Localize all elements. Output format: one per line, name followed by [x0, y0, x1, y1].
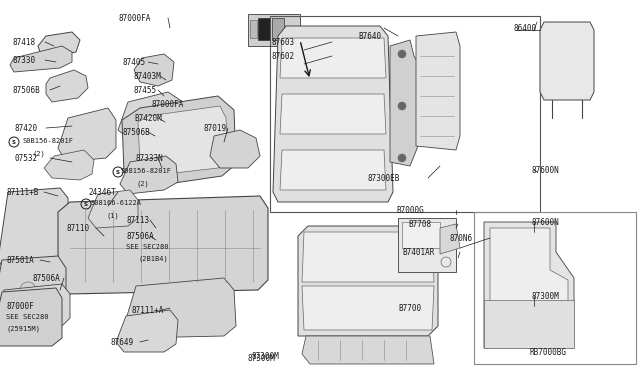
- Text: 87111+B: 87111+B: [6, 188, 38, 197]
- Polygon shape: [124, 278, 236, 338]
- Text: B7420M: B7420M: [134, 114, 162, 123]
- Text: 87603: 87603: [272, 38, 295, 47]
- Text: 87506B: 87506B: [12, 86, 40, 95]
- Text: (2): (2): [136, 180, 148, 186]
- Text: 87506A: 87506A: [126, 232, 154, 241]
- Bar: [258, 18, 270, 40]
- Polygon shape: [122, 96, 236, 188]
- Polygon shape: [10, 46, 72, 72]
- Text: 87420: 87420: [14, 124, 37, 133]
- Text: 87506A: 87506A: [32, 274, 60, 283]
- Polygon shape: [416, 32, 460, 150]
- Text: (25915M): (25915M): [6, 326, 40, 333]
- Text: 87405: 87405: [122, 58, 145, 67]
- Polygon shape: [38, 32, 80, 58]
- Text: 87300EB: 87300EB: [368, 174, 401, 183]
- Text: RB7000BG: RB7000BG: [530, 348, 567, 357]
- Text: S08166-6122A: S08166-6122A: [90, 200, 141, 206]
- Polygon shape: [138, 106, 228, 176]
- Text: 87333N: 87333N: [136, 154, 164, 163]
- Polygon shape: [484, 222, 574, 348]
- Text: 87000FA: 87000FA: [152, 100, 184, 109]
- Text: 07532: 07532: [14, 154, 37, 163]
- Text: 87418: 87418: [12, 38, 35, 47]
- Text: 87649: 87649: [110, 338, 133, 347]
- Text: 87300M: 87300M: [532, 292, 560, 301]
- Text: SEE SEC280: SEE SEC280: [126, 244, 168, 250]
- Circle shape: [398, 50, 406, 58]
- Polygon shape: [0, 284, 70, 328]
- Polygon shape: [120, 156, 178, 194]
- Text: 87600N: 87600N: [532, 166, 560, 175]
- Text: 87000F: 87000F: [6, 302, 34, 311]
- Text: (1): (1): [106, 212, 119, 218]
- Circle shape: [398, 102, 406, 110]
- Text: 87506B: 87506B: [122, 128, 150, 137]
- Bar: [270, 16, 540, 212]
- Polygon shape: [118, 92, 182, 140]
- Text: S: S: [84, 202, 88, 206]
- Text: 87000FA: 87000FA: [118, 14, 150, 23]
- Text: 87019: 87019: [204, 124, 227, 133]
- Text: 86400: 86400: [514, 24, 537, 33]
- Text: 87111+A: 87111+A: [132, 306, 164, 315]
- Polygon shape: [302, 286, 434, 330]
- Text: 870N6: 870N6: [450, 234, 473, 243]
- Text: B7000G: B7000G: [396, 206, 424, 215]
- Text: B7640: B7640: [358, 32, 381, 41]
- Bar: [248, 14, 300, 46]
- Polygon shape: [280, 38, 386, 78]
- Bar: [474, 212, 636, 364]
- Text: S: S: [12, 140, 16, 144]
- Polygon shape: [88, 190, 138, 228]
- Polygon shape: [302, 336, 434, 364]
- Text: S08156-8201F: S08156-8201F: [120, 168, 171, 174]
- Text: B7708: B7708: [408, 220, 431, 229]
- Text: 87110: 87110: [66, 224, 89, 233]
- Polygon shape: [58, 196, 268, 294]
- Text: 87113: 87113: [126, 216, 149, 225]
- Polygon shape: [0, 288, 62, 346]
- Polygon shape: [273, 26, 393, 202]
- Polygon shape: [134, 54, 174, 86]
- Polygon shape: [280, 94, 386, 134]
- Text: (2): (2): [32, 150, 45, 157]
- Polygon shape: [484, 300, 574, 348]
- Bar: [250, 20, 257, 38]
- Polygon shape: [490, 228, 568, 342]
- Bar: [272, 18, 284, 40]
- Bar: [402, 222, 440, 248]
- Polygon shape: [46, 70, 88, 102]
- Polygon shape: [298, 226, 438, 336]
- Text: 87300M: 87300M: [252, 352, 280, 361]
- Text: 87455: 87455: [134, 86, 157, 95]
- Text: (2B1B4): (2B1B4): [138, 256, 168, 263]
- Polygon shape: [390, 40, 420, 166]
- Text: 87602: 87602: [272, 52, 295, 61]
- Polygon shape: [44, 150, 94, 180]
- Polygon shape: [280, 150, 386, 190]
- Circle shape: [398, 154, 406, 162]
- Text: 87600N: 87600N: [532, 218, 560, 227]
- Polygon shape: [0, 256, 66, 326]
- Text: S: S: [116, 170, 120, 174]
- Text: B7700: B7700: [398, 304, 421, 313]
- Polygon shape: [0, 188, 68, 272]
- Text: SEE SEC280: SEE SEC280: [6, 314, 49, 320]
- Text: S0B156-8201F: S0B156-8201F: [22, 138, 73, 144]
- Polygon shape: [210, 130, 260, 168]
- Polygon shape: [116, 310, 178, 352]
- Bar: [398, 218, 456, 272]
- Text: 87300M: 87300M: [248, 354, 276, 363]
- Polygon shape: [540, 22, 594, 100]
- Polygon shape: [58, 108, 116, 162]
- Text: B7401AR: B7401AR: [402, 248, 435, 257]
- Text: 87330: 87330: [12, 56, 35, 65]
- Text: 87403M: 87403M: [134, 72, 162, 81]
- Polygon shape: [302, 232, 434, 282]
- Text: 87501A: 87501A: [6, 256, 34, 265]
- Polygon shape: [440, 224, 460, 254]
- Text: 24346T: 24346T: [88, 188, 116, 197]
